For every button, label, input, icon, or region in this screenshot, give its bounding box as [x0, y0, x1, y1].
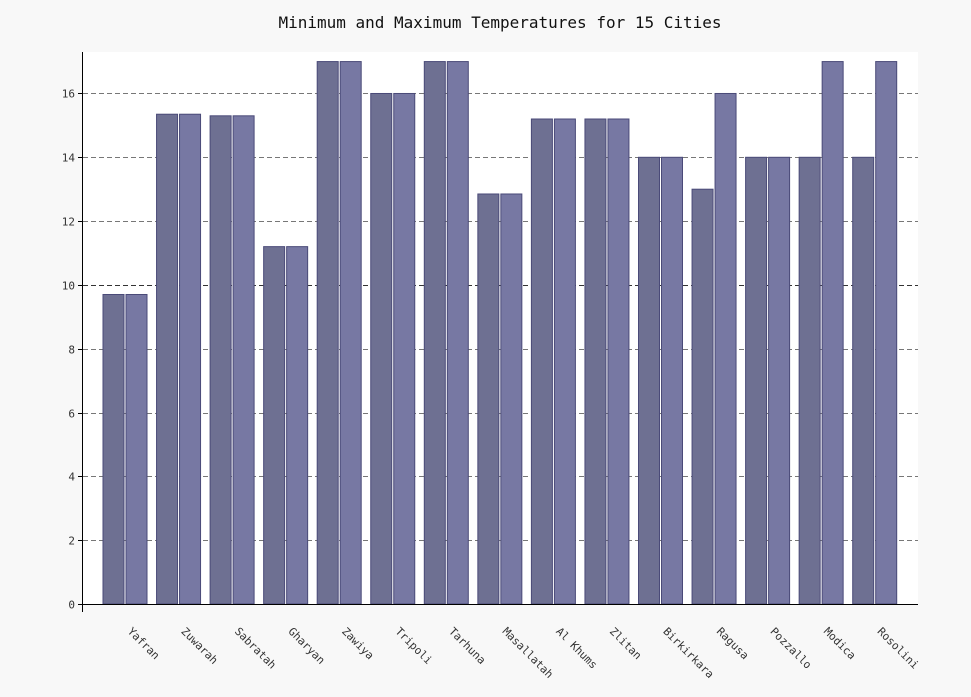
bar: [638, 156, 660, 605]
x-tick-label: Modica: [821, 625, 858, 662]
y-tick-label: 16: [62, 88, 75, 101]
bar: [477, 193, 500, 605]
y-tick-label: 10: [62, 280, 75, 293]
bar: [102, 293, 125, 605]
x-tick-label: Sabratah: [232, 625, 279, 672]
bar: [339, 61, 362, 605]
bar: [821, 61, 844, 605]
bar: [745, 156, 768, 605]
bar: [798, 156, 821, 605]
y-tick-label: 12: [62, 216, 75, 229]
bar: [393, 92, 416, 605]
x-tick-label: Tripoli: [393, 625, 435, 667]
bar: [316, 61, 339, 605]
y-axis-ticks: 0 2 4 6 8 10 12 14 16: [62, 88, 83, 612]
x-tick-label: Gharyan: [286, 625, 328, 667]
x-tick-label: Al Khums: [553, 625, 600, 672]
bar: [370, 92, 393, 605]
x-tick-label: Pozzallo: [767, 625, 814, 672]
x-tick-label: Zuwarah: [178, 625, 220, 667]
bar: [423, 61, 446, 605]
bar: [553, 118, 576, 605]
x-tick-label: Zlitan: [607, 625, 644, 662]
x-tick-label: Ragusa: [714, 625, 751, 662]
x-tick-label: Zawiya: [339, 625, 376, 662]
bar: [179, 113, 202, 605]
y-tick-label: 2: [68, 535, 75, 548]
x-tick-label: Yafran: [125, 625, 162, 662]
bar: [607, 118, 630, 605]
y-tick-label: 6: [68, 408, 75, 421]
bar: [286, 246, 309, 605]
x-tick-label: Rosolini: [875, 625, 922, 672]
bar: [125, 293, 148, 605]
y-tick-label: 4: [68, 471, 75, 484]
bar: [714, 92, 737, 605]
bar: [530, 118, 553, 605]
y-tick-label: 8: [68, 344, 75, 357]
bar: [852, 156, 875, 605]
bar: [875, 61, 898, 605]
chart-title: Minimum and Maximum Temperatures for 15 …: [278, 13, 721, 32]
bar: [768, 156, 791, 605]
bars: [102, 61, 898, 605]
bar: [584, 118, 607, 605]
y-tick-label: 0: [68, 599, 75, 612]
bar: [446, 61, 469, 605]
bar: [691, 188, 714, 605]
bar: [500, 193, 523, 605]
x-tick-label: Tarhuna: [446, 625, 488, 667]
x-axis-ticks: Yafran Zuwarah Sabratah Gharyan Zawiya Tripol…: [125, 625, 921, 681]
x-tick-label: Masallatah: [500, 625, 556, 681]
bar: [232, 115, 255, 605]
bar: [661, 156, 683, 605]
bar: [156, 113, 179, 605]
y-tick-label: 14: [62, 152, 76, 165]
x-tick-label: Birkirkara: [660, 625, 716, 681]
bar: [263, 246, 286, 605]
bar: [209, 115, 232, 605]
